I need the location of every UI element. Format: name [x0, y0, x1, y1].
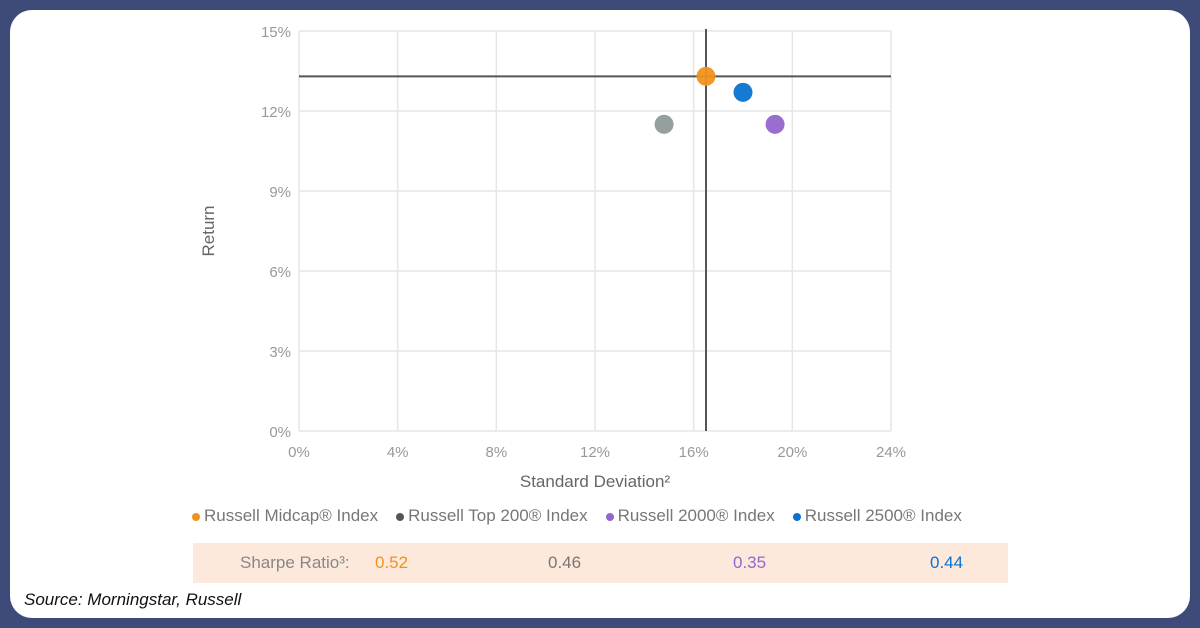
x-tick-label: 24%	[876, 444, 906, 461]
legend: Russell Midcap® Index Russell Top 200® In…	[192, 506, 1012, 526]
legend-item: Russell 2500® Index	[792, 506, 962, 526]
y-tick-label: 12%	[261, 104, 291, 121]
y-tick-label: 6%	[269, 264, 291, 281]
x-tick-label: 0%	[288, 444, 310, 461]
legend-item: Russell Top 200® Index	[396, 506, 588, 526]
legend-marker	[605, 512, 614, 521]
data-point	[654, 114, 674, 134]
legend-item: Russell Midcap® Index	[192, 506, 378, 526]
legend-label: Russell Top 200® Index	[408, 506, 588, 525]
y-tick-label: 15%	[261, 24, 291, 41]
scatter-chart: 0% 4% 8% 12% 16% 20% 24% 0% 3% 6% 9% 12% 15% Standard…	[199, 24, 906, 491]
data-point	[765, 114, 785, 134]
sharpe-value: 0.52	[375, 553, 409, 572]
y-tick-label: 9%	[269, 184, 291, 201]
x-tick-label: 20%	[777, 444, 807, 461]
legend-marker	[192, 512, 200, 521]
sharpe-ratio-row: Sharpe Ratio³: 0.52 0.46 0.35 0.44	[193, 543, 1008, 583]
x-tick-label: 8%	[485, 444, 507, 461]
y-tick-label: 0%	[269, 424, 291, 441]
x-tick-label: 12%	[580, 444, 610, 461]
data-point	[733, 82, 753, 102]
sharpe-value: 0.44	[930, 553, 964, 572]
source-note: Source: Morningstar, Russell	[24, 590, 242, 609]
y-tick-label: 3%	[269, 344, 291, 361]
sharpe-value: 0.46	[548, 553, 582, 572]
x-tick-label: 16%	[679, 444, 709, 461]
x-tick-label: 4%	[387, 444, 409, 461]
legend-marker	[792, 512, 801, 521]
sharpe-value: 0.35	[733, 553, 767, 572]
legend-item: Russell 2000® Index	[605, 506, 775, 526]
legend-marker	[396, 512, 405, 521]
sharpe-label: Sharpe Ratio³:	[240, 553, 350, 572]
data-point	[696, 66, 716, 86]
x-axis-label: Standard Deviation²	[520, 472, 671, 491]
legend-label: Russell 2500® Index	[804, 506, 962, 525]
y-axis-label: Return	[199, 205, 218, 256]
legend-label: Russell Midcap® Index	[204, 506, 379, 525]
legend-label: Russell 2000® Index	[617, 506, 775, 525]
